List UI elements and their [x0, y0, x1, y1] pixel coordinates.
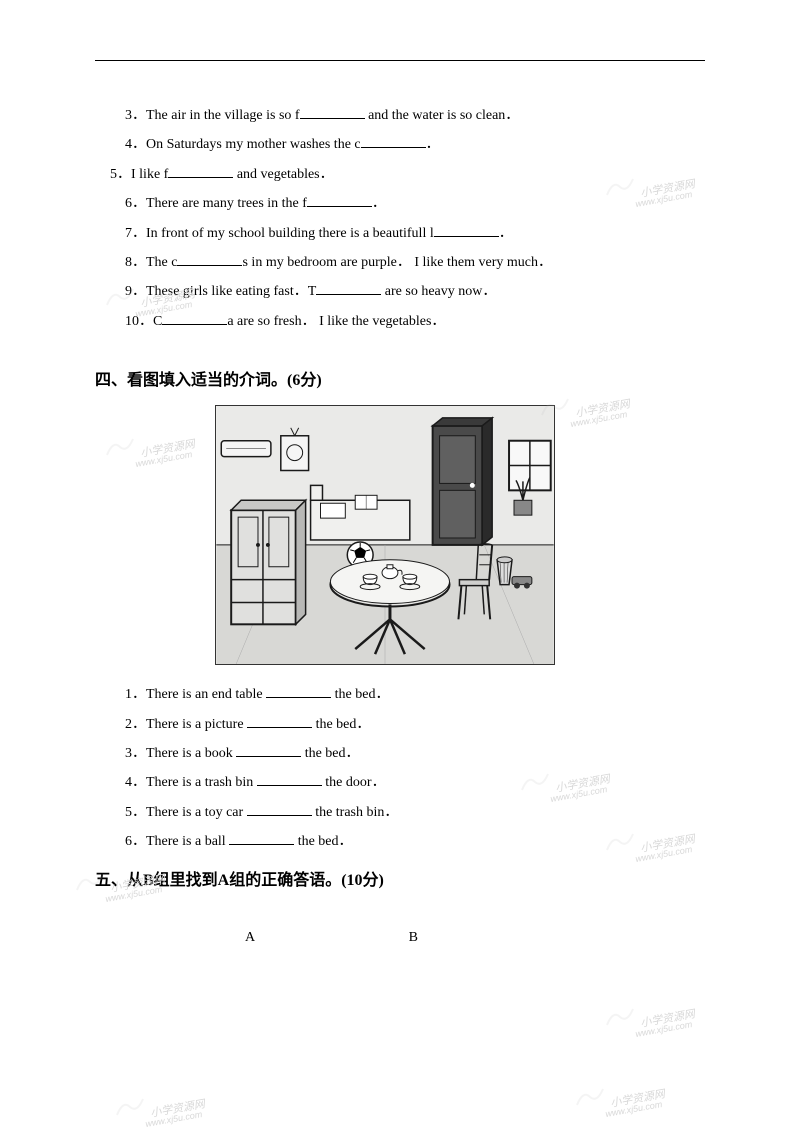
watermark-url: www.xj5u.com	[145, 1109, 203, 1129]
q-num: 5	[110, 167, 117, 182]
watermark-text: 小学资源网	[609, 1085, 666, 1110]
room-illustration	[215, 405, 555, 665]
q-num: 3	[125, 746, 132, 761]
q-num: 6	[125, 196, 132, 211]
q-after: and vegetables．	[233, 167, 333, 182]
question-item: 7．In front of my school building there i…	[125, 219, 705, 248]
question-item: 5．I like f and vegetables．	[110, 160, 705, 189]
q-after: s in my bedroom are purple． I like them …	[242, 255, 551, 270]
q-num: 4	[125, 137, 132, 152]
ab-labels: A B	[245, 930, 705, 946]
blank-field[interactable]	[168, 164, 233, 178]
blank-field[interactable]	[229, 831, 294, 845]
q-before: ．There is a picture	[132, 717, 247, 732]
watermark-text: 小学资源网	[139, 435, 196, 460]
watermark-url: www.xj5u.com	[570, 409, 628, 429]
watermark-text: 小学资源网	[639, 1005, 696, 1030]
q-before: ．There is a ball	[132, 834, 229, 849]
q-num: 2	[125, 717, 132, 732]
q-before: ．There are many trees in the f	[132, 196, 307, 211]
watermark-url: www.xj5u.com	[605, 1099, 663, 1119]
section4-questions: 1．There is an end table the bed． 2．There…	[95, 680, 705, 856]
q-before: ．The air in the village is so f	[132, 108, 300, 123]
watermark-logo-icon	[605, 1005, 635, 1029]
watermark-url: www.xj5u.com	[135, 449, 193, 469]
blank-field[interactable]	[434, 223, 499, 237]
blank-field[interactable]	[307, 193, 372, 207]
watermark-text: 小学资源网	[574, 395, 631, 420]
top-divider	[95, 60, 705, 61]
q-after: ．	[372, 196, 386, 211]
q-before: ．There is a book	[132, 746, 236, 761]
q-num: 4	[125, 775, 132, 790]
q-before: ．There is a toy car	[132, 805, 247, 820]
section5-title: 五、从B组里找到A组的正确答语。(10分)	[95, 866, 705, 890]
question-item: 3．There is a book the bed．	[125, 739, 705, 768]
question-item: 6．There is a ball the bed．	[125, 827, 705, 856]
room-svg	[216, 406, 554, 664]
q-after: the bed．	[294, 834, 352, 849]
blank-field[interactable]	[247, 802, 312, 816]
q-before: ．On Saturdays my mother washes the c	[132, 137, 361, 152]
q-after: the trash bin．	[312, 805, 399, 820]
blank-field[interactable]	[247, 714, 312, 728]
q-before: ．C	[139, 314, 162, 329]
label-b: B	[409, 930, 418, 946]
blank-field[interactable]	[361, 134, 426, 148]
watermark-logo-icon	[575, 1085, 605, 1109]
watermark-url: www.xj5u.com	[635, 1019, 693, 1039]
section4-title: 四、看图填入适当的介词。(6分)	[95, 366, 705, 390]
question-item: 9．These girls like eating fast．T are so …	[125, 277, 705, 306]
q-before: ．I like f	[117, 167, 168, 182]
q-num: 10	[125, 314, 139, 329]
watermark-text: 小学资源网	[149, 1095, 206, 1120]
q-after: ．	[499, 226, 513, 241]
q-after: are so heavy now．	[381, 284, 496, 299]
blank-field[interactable]	[266, 684, 331, 698]
question-item: 6．There are many trees in the f ．	[125, 189, 705, 218]
watermark-logo-icon	[115, 1095, 145, 1119]
question-item: 8．The c s in my bedroom are purple． I lik…	[125, 248, 705, 277]
q-after: and the water is so clean．	[365, 108, 520, 123]
question-item: 1．There is an end table the bed．	[125, 680, 705, 709]
q-after: the bed．	[312, 717, 370, 732]
section3-questions: 3．The air in the village is so f and the…	[95, 101, 705, 336]
q-num: 9	[125, 284, 132, 299]
watermark-logo-icon	[105, 435, 135, 459]
q-after: the door．	[322, 775, 386, 790]
q-before: ．These girls like eating fast．T	[132, 284, 316, 299]
q-num: 5	[125, 805, 132, 820]
q-num: 8	[125, 255, 132, 270]
q-after: the bed．	[331, 687, 389, 702]
q-after: ．	[426, 137, 440, 152]
blank-field[interactable]	[316, 281, 381, 295]
blank-field[interactable]	[177, 252, 242, 266]
q-num: 1	[125, 687, 132, 702]
blank-field[interactable]	[236, 743, 301, 757]
q-before: ．There is a trash bin	[132, 775, 257, 790]
question-item: 10．C a are so fresh． I like the vegetable…	[125, 307, 705, 336]
question-item: 2．There is a picture the bed．	[125, 710, 705, 739]
question-item: 3．The air in the village is so f and the…	[125, 101, 705, 130]
q-num: 3	[125, 108, 132, 123]
question-item: 4．There is a trash bin the door．	[125, 768, 705, 797]
q-num: 6	[125, 834, 132, 849]
blank-field[interactable]	[162, 311, 227, 325]
label-a: A	[245, 930, 255, 946]
q-after: a are so fresh． I like the vegetables．	[227, 314, 445, 329]
q-after: the bed．	[301, 746, 359, 761]
q-before: ．In front of my school building there is…	[132, 226, 434, 241]
q-before: ．The c	[132, 255, 177, 270]
question-item: 5．There is a toy car the trash bin．	[125, 798, 705, 827]
blank-field[interactable]	[257, 772, 322, 786]
q-num: 7	[125, 226, 132, 241]
question-item: 4．On Saturdays my mother washes the c ．	[125, 130, 705, 159]
q-before: ．There is an end table	[132, 687, 266, 702]
blank-field[interactable]	[300, 105, 365, 119]
